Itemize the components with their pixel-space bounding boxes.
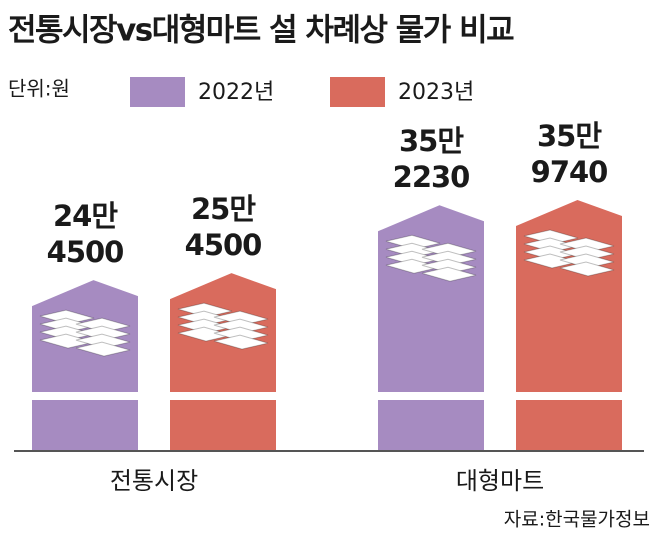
value-label: 35만 xyxy=(537,119,602,153)
x-tick-label: 대형마트 xyxy=(456,467,544,495)
value-label: 24만 xyxy=(53,199,118,233)
money-icon xyxy=(559,261,615,277)
source: 자료:한국물가정보 xyxy=(504,509,650,531)
value-label: 4500 xyxy=(47,235,124,269)
legend-swatch xyxy=(130,77,185,107)
money-icon xyxy=(75,341,131,357)
value-label: 2230 xyxy=(393,160,470,194)
legend-label: 2023년 xyxy=(398,80,474,105)
bar-stripe xyxy=(32,392,138,400)
bar-stripe xyxy=(516,392,622,400)
money-icon xyxy=(213,334,269,350)
value-label: 4500 xyxy=(185,228,262,262)
legend-label: 2022년 xyxy=(198,80,274,105)
chart-title: 전통시장vs대형마트 설 차례상 물가 비교 xyxy=(8,13,514,49)
value-label: 9740 xyxy=(531,155,608,189)
legend-swatch xyxy=(330,77,385,107)
value-label: 35만 xyxy=(399,124,464,158)
x-tick-label: 전통시장 xyxy=(110,467,198,495)
bar xyxy=(32,280,138,450)
bar-stripe xyxy=(378,392,484,400)
value-label: 25만 xyxy=(191,192,256,226)
unit-label: 단위:원 xyxy=(8,77,70,101)
money-icon xyxy=(421,266,477,282)
bar xyxy=(170,273,276,450)
bar-stripe xyxy=(170,392,276,400)
